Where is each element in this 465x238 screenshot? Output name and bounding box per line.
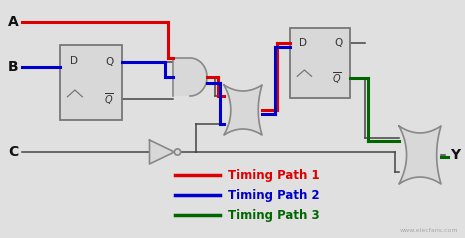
Polygon shape — [150, 140, 174, 164]
Text: B: B — [8, 60, 19, 74]
Circle shape — [174, 149, 180, 155]
Text: D: D — [299, 38, 307, 48]
Text: Q: Q — [106, 56, 114, 66]
FancyBboxPatch shape — [290, 28, 350, 98]
Polygon shape — [224, 85, 262, 135]
Polygon shape — [173, 58, 207, 96]
Text: A: A — [8, 15, 19, 29]
Text: $\overline{Q}$: $\overline{Q}$ — [332, 70, 342, 86]
Text: Q: Q — [334, 38, 342, 48]
FancyBboxPatch shape — [60, 45, 122, 120]
Text: www.elecfans.com: www.elecfans.com — [399, 228, 458, 233]
Text: Timing Path 3: Timing Path 3 — [228, 208, 319, 222]
Text: Timing Path 2: Timing Path 2 — [228, 188, 319, 202]
Text: Timing Path 1: Timing Path 1 — [228, 169, 319, 182]
Text: Y: Y — [450, 148, 460, 162]
Text: D: D — [70, 56, 78, 66]
Polygon shape — [399, 126, 441, 184]
Text: $\overline{Q}$: $\overline{Q}$ — [104, 91, 113, 107]
Text: C: C — [8, 145, 18, 159]
